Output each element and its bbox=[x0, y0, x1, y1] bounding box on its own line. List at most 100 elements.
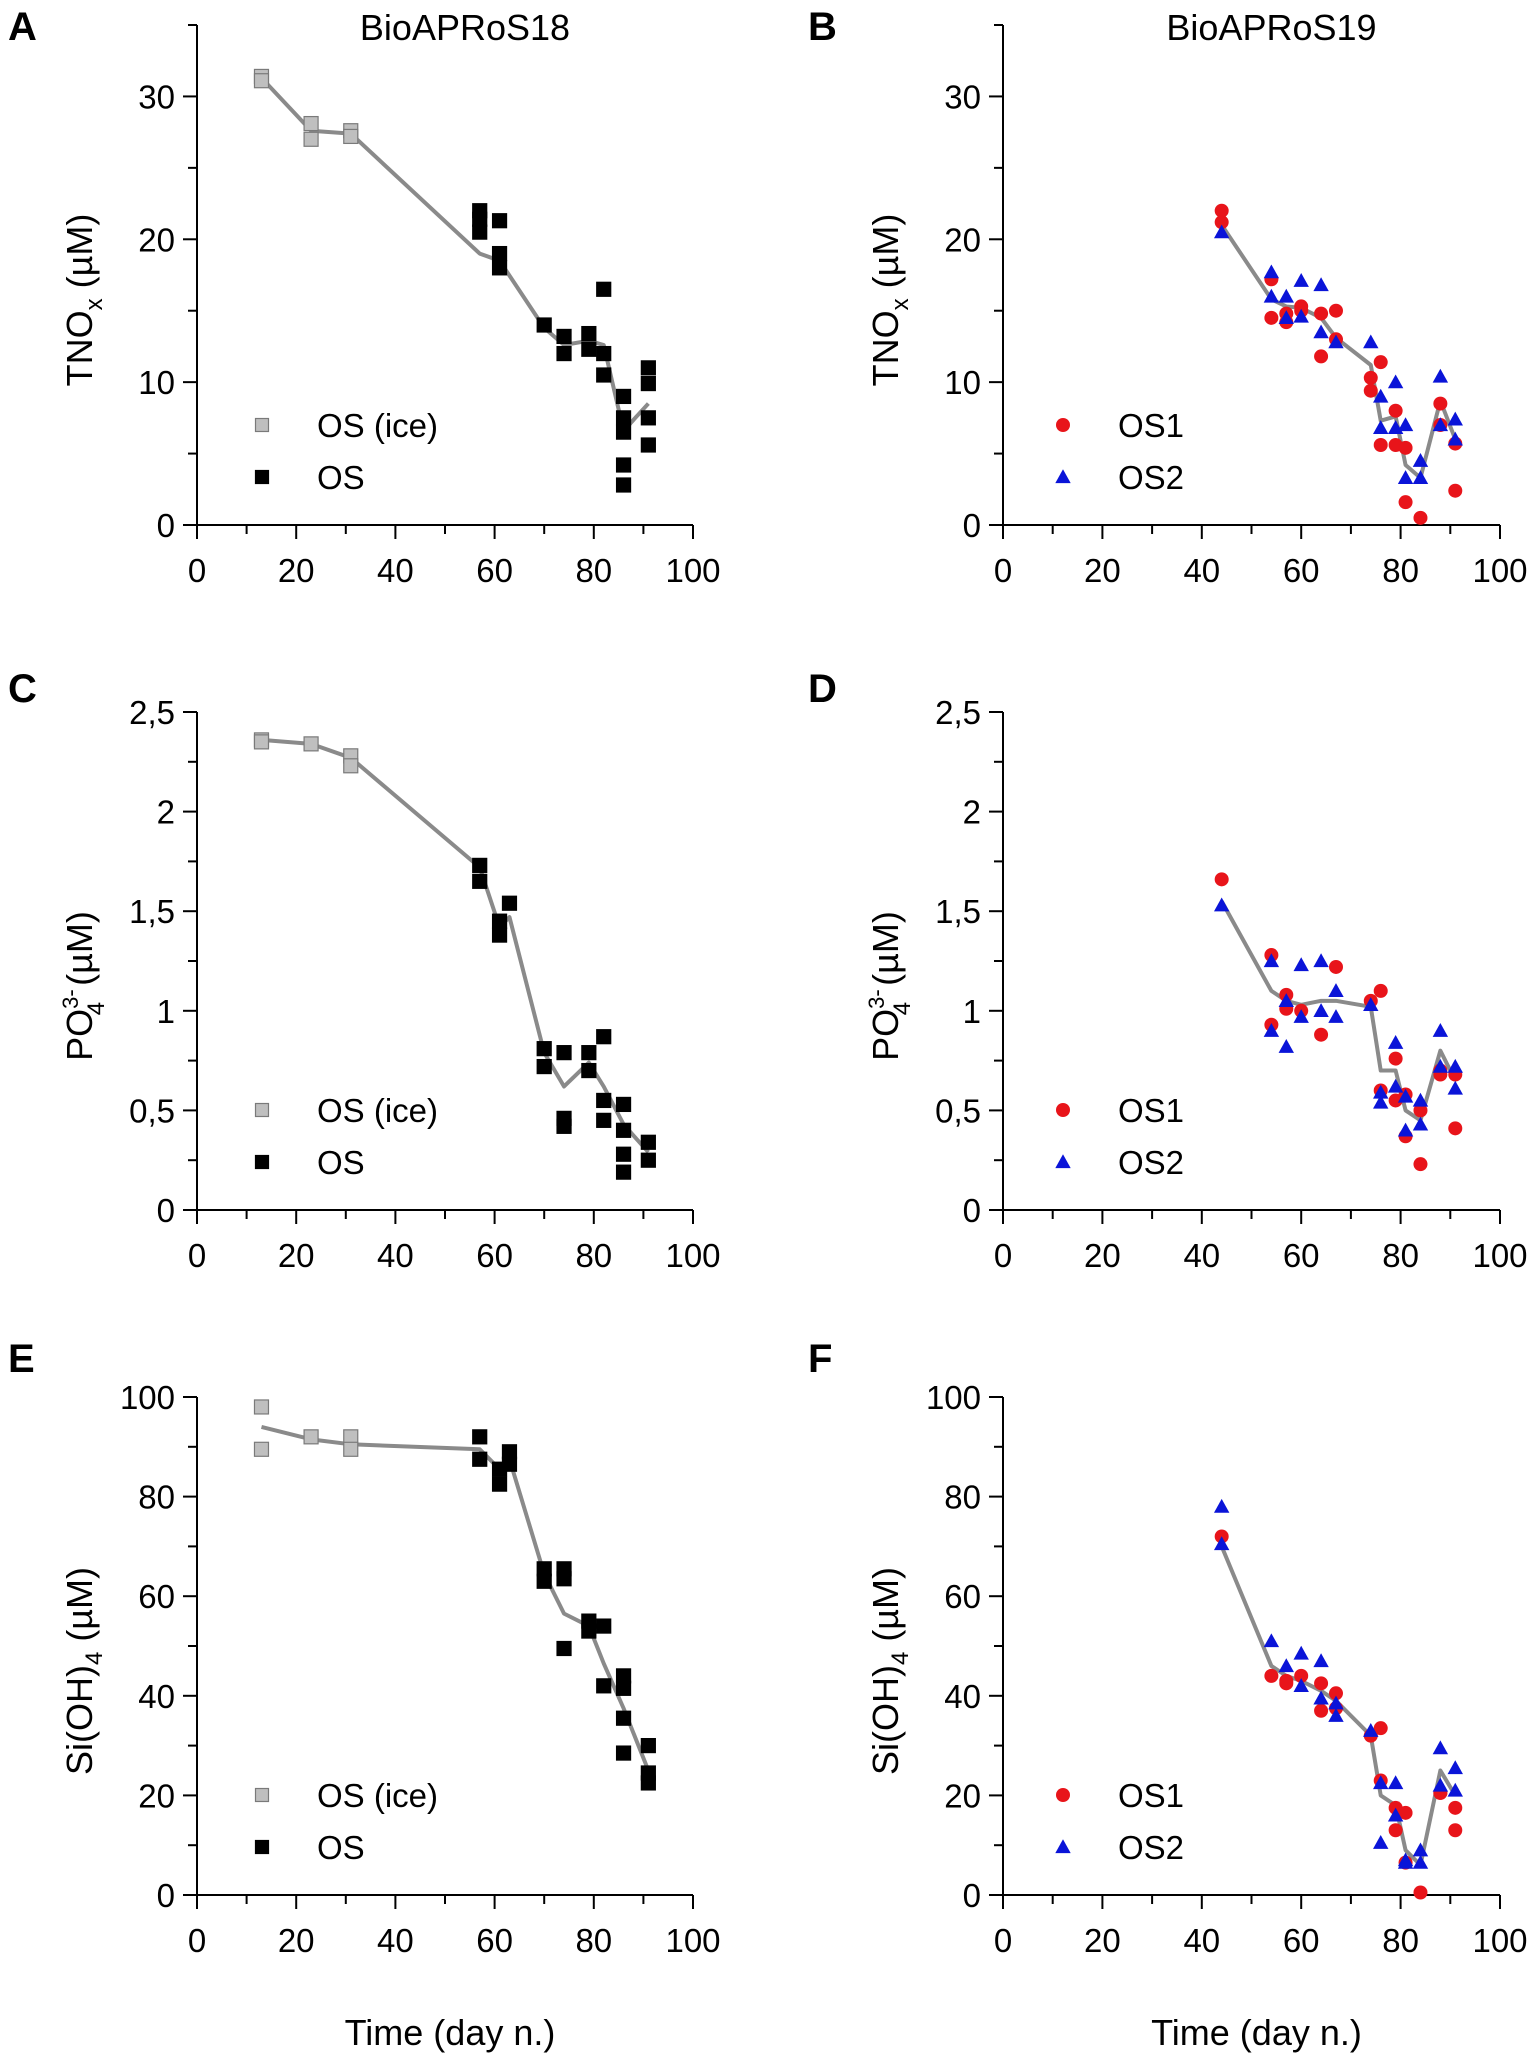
data-point bbox=[596, 1618, 612, 1634]
data-point bbox=[253, 734, 270, 750]
y-tick-label: 30 bbox=[944, 78, 981, 115]
y-label-sup: 3- bbox=[58, 989, 83, 1009]
data-point bbox=[615, 1164, 632, 1180]
data-point bbox=[1313, 277, 1329, 292]
data-point bbox=[581, 1045, 597, 1061]
data-point bbox=[1412, 470, 1429, 485]
y-axis-label: Si(OH)4 (µM) bbox=[59, 1567, 108, 1775]
data-point bbox=[1373, 983, 1388, 998]
data-point bbox=[536, 317, 552, 333]
trend-line bbox=[260, 1424, 651, 1772]
data-point bbox=[615, 1146, 632, 1162]
y-tick-label: 0,5 bbox=[935, 1092, 981, 1129]
y-label-base: TNO bbox=[865, 310, 906, 386]
data-point bbox=[615, 1096, 632, 1113]
data-point bbox=[1388, 1051, 1403, 1066]
y-tick-label: 60 bbox=[944, 1578, 981, 1615]
data-point bbox=[1328, 1009, 1344, 1023]
data-point bbox=[615, 457, 632, 473]
data-point bbox=[1373, 355, 1388, 370]
data-point bbox=[615, 424, 632, 440]
x-tick-label: 80 bbox=[575, 1237, 612, 1274]
legend-marker bbox=[1056, 1103, 1070, 1117]
x-tick-label: 0 bbox=[188, 1922, 206, 1959]
data-point bbox=[1213, 224, 1230, 239]
data-point bbox=[1279, 1676, 1294, 1691]
panel-letter: B bbox=[808, 5, 837, 49]
y-tick-label: 80 bbox=[944, 1479, 981, 1516]
legend-marker bbox=[254, 1787, 270, 1803]
data-point bbox=[1373, 420, 1389, 435]
legend-entry: OS (ice) bbox=[317, 1092, 438, 1129]
data-point bbox=[1328, 983, 1344, 998]
y-label-sub: 4 bbox=[81, 1652, 108, 1665]
data-point bbox=[536, 1573, 552, 1589]
series-os bbox=[472, 1429, 656, 1791]
x-tick-label: 20 bbox=[1084, 1922, 1121, 1959]
data-point bbox=[303, 131, 319, 147]
data-point bbox=[303, 115, 319, 132]
y-tick-label: 10 bbox=[138, 364, 175, 401]
data-point bbox=[1213, 897, 1230, 912]
data-point bbox=[1363, 370, 1378, 385]
data-point bbox=[501, 895, 518, 911]
x-axis-label: Time (day n.) bbox=[1151, 2012, 1362, 2053]
chart-title: BioAPRoS19 bbox=[1166, 7, 1376, 48]
data-point bbox=[1447, 1058, 1463, 1073]
data-point bbox=[1413, 1103, 1428, 1118]
y-label-base: Si(OH) bbox=[865, 1665, 906, 1775]
data-point bbox=[640, 375, 656, 392]
data-point bbox=[1398, 440, 1413, 455]
legend-marker bbox=[254, 1102, 270, 1118]
y-tick-label: 1 bbox=[157, 993, 175, 1030]
legend-entry: OS2 bbox=[1118, 1829, 1184, 1866]
data-point bbox=[1387, 1807, 1404, 1822]
data-point bbox=[491, 260, 508, 276]
data-point bbox=[1293, 1009, 1309, 1023]
data-point bbox=[615, 388, 632, 405]
y-tick-label: 40 bbox=[138, 1678, 175, 1715]
data-point bbox=[1278, 993, 1294, 1007]
data-point bbox=[615, 410, 632, 426]
y-tick-label: 100 bbox=[120, 1379, 175, 1416]
panel-letter: A bbox=[8, 5, 37, 49]
data-point bbox=[1264, 310, 1279, 325]
data-point bbox=[1432, 1777, 1449, 1792]
data-point bbox=[581, 325, 597, 342]
data-point bbox=[1432, 368, 1449, 383]
data-point bbox=[343, 128, 359, 145]
legend-entry: OS bbox=[317, 1829, 365, 1866]
legend-entry: OS2 bbox=[1118, 1144, 1184, 1181]
chart-title: BioAPRoS18 bbox=[360, 7, 570, 48]
data-point bbox=[1387, 1034, 1404, 1049]
data-point bbox=[596, 1029, 612, 1045]
y-tick-label: 2 bbox=[963, 794, 981, 831]
y-label-sub: 4 bbox=[887, 1652, 914, 1665]
data-point bbox=[343, 758, 359, 774]
data-point bbox=[1293, 273, 1309, 287]
legend-marker bbox=[254, 469, 270, 485]
data-point bbox=[1363, 1722, 1379, 1737]
data-point bbox=[596, 367, 612, 383]
data-point bbox=[556, 1640, 572, 1657]
y-tick-label: 0 bbox=[963, 1877, 981, 1914]
data-point bbox=[253, 1441, 270, 1457]
y-label-sub: x bbox=[887, 298, 914, 310]
legend-marker bbox=[1056, 418, 1070, 432]
data-point bbox=[556, 1045, 572, 1061]
data-point bbox=[1263, 953, 1280, 968]
data-point bbox=[536, 1058, 552, 1075]
x-tick-label: 60 bbox=[476, 1237, 513, 1274]
panel-c: C 0 20 40 60 80 100 0 0,5 1 1,5 2 2,5 PO3-4 (µM) OS (i… bbox=[8, 667, 721, 1274]
trend-line bbox=[1219, 900, 1458, 1123]
y-tick-label: 1,5 bbox=[935, 893, 981, 930]
legend-marker bbox=[1056, 1788, 1070, 1802]
data-point bbox=[1413, 1157, 1428, 1172]
data-point bbox=[1328, 1686, 1343, 1701]
data-point bbox=[1293, 957, 1309, 972]
y-tick-label: 0 bbox=[157, 1877, 175, 1914]
legend-marker bbox=[254, 417, 270, 433]
data-point bbox=[1388, 1823, 1403, 1838]
y-label-sup: 3- bbox=[864, 989, 889, 1009]
data-point bbox=[1328, 334, 1344, 349]
